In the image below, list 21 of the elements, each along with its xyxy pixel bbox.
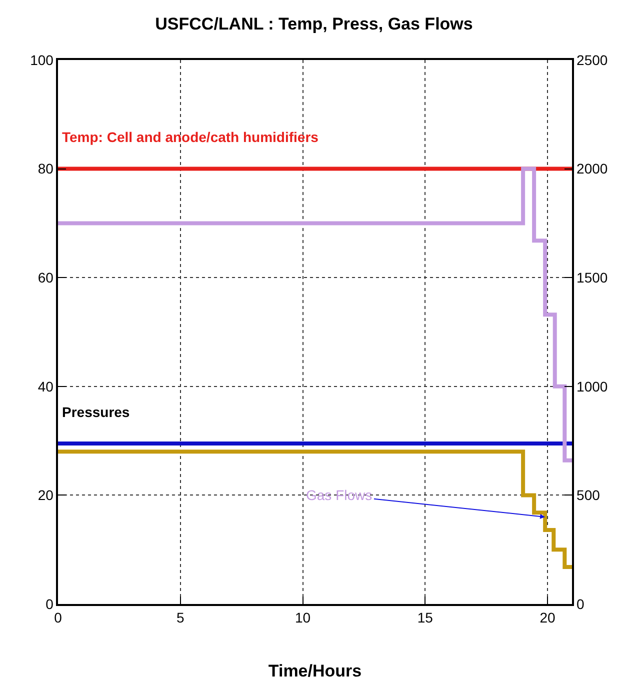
y2-tick-label: 2500 <box>576 52 608 68</box>
y2-tick-label: 1000 <box>576 378 608 394</box>
y-tick-label: 80 <box>38 160 54 177</box>
y-tick-label: 100 <box>30 52 54 68</box>
y2-tick-label: 500 <box>576 487 600 504</box>
chart-title: USFCC/LANL : Temp, Press, Gas Flows <box>155 14 473 34</box>
x-tick-label: 10 <box>294 610 311 626</box>
y2-tick-label: 2000 <box>576 160 608 177</box>
x-tick-label: 15 <box>417 610 434 626</box>
series-label: Pressures <box>62 404 130 420</box>
y-tick-label: 20 <box>38 487 54 504</box>
x-tick-label: 20 <box>540 610 556 626</box>
y2-tick-label: 0 <box>576 596 585 612</box>
series-label: Temp: Cell and anode/cath humidifiers <box>62 129 319 145</box>
x-tick-label: 5 <box>176 610 184 626</box>
annotation: Gas Flows <box>306 487 372 503</box>
y2-tick-label: 1500 <box>576 270 608 286</box>
y-tick-label: 40 <box>38 378 54 394</box>
y-tick-label: 0 <box>46 596 54 612</box>
x-axis-title: Time/Hours <box>268 661 362 680</box>
y-tick-label: 60 <box>38 270 54 286</box>
